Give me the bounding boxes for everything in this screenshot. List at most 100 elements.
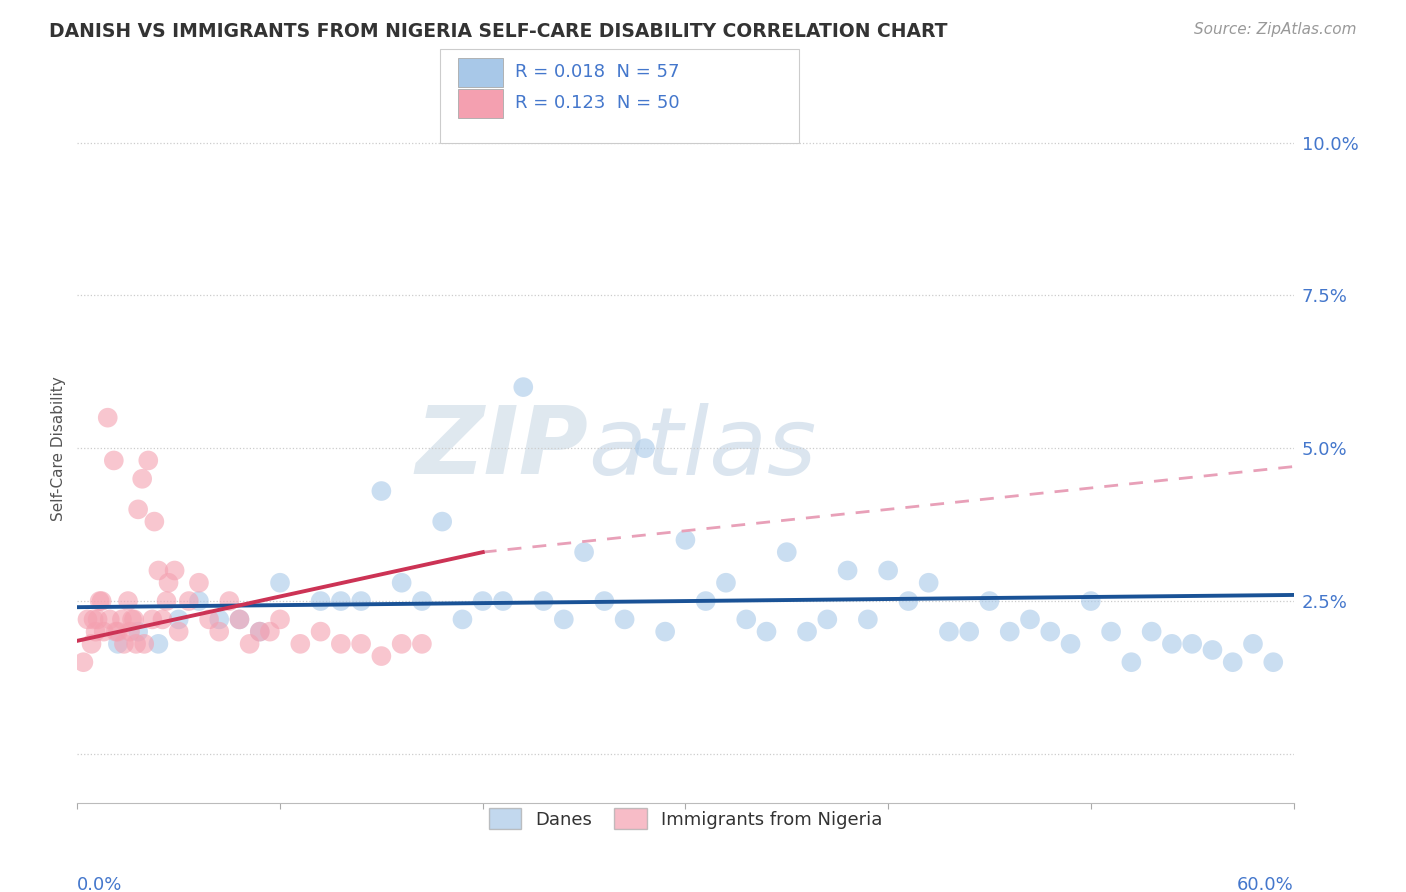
Point xyxy=(163,564,186,578)
Point xyxy=(177,594,200,608)
Point xyxy=(654,624,676,639)
Point xyxy=(188,575,211,590)
Point xyxy=(837,564,859,578)
Point xyxy=(918,575,941,590)
Point xyxy=(1039,624,1062,639)
Point xyxy=(593,594,616,608)
Point xyxy=(127,502,149,516)
Point xyxy=(131,472,153,486)
Point xyxy=(290,637,312,651)
Point xyxy=(411,637,433,651)
Point xyxy=(675,533,697,547)
Point xyxy=(228,612,250,626)
Point xyxy=(1181,637,1204,651)
Point xyxy=(90,594,112,608)
Point xyxy=(1161,637,1184,651)
Point xyxy=(370,483,392,498)
Point xyxy=(430,515,453,529)
Point xyxy=(136,453,159,467)
Point xyxy=(350,637,373,651)
Point xyxy=(125,637,148,651)
Point xyxy=(269,575,291,590)
Point xyxy=(112,637,135,651)
Point xyxy=(269,612,291,626)
Point xyxy=(897,594,920,608)
Y-axis label: Self-Care Disability: Self-Care Disability xyxy=(51,376,66,521)
Point xyxy=(613,612,636,626)
Text: 60.0%: 60.0% xyxy=(1237,876,1294,892)
Point xyxy=(111,612,134,626)
Point xyxy=(86,612,108,626)
Point xyxy=(198,612,221,626)
Point xyxy=(553,612,575,626)
Text: R = 0.123  N = 50: R = 0.123 N = 50 xyxy=(515,95,679,112)
Point xyxy=(167,624,190,639)
Point xyxy=(877,564,900,578)
Point xyxy=(695,594,717,608)
Point xyxy=(755,624,778,639)
Point xyxy=(208,612,231,626)
Point xyxy=(714,575,737,590)
Point xyxy=(350,594,373,608)
Point xyxy=(1121,655,1143,669)
Point xyxy=(104,624,127,639)
Point xyxy=(998,624,1021,639)
Point xyxy=(1080,594,1102,608)
Point xyxy=(471,594,494,608)
Point xyxy=(72,655,94,669)
Point xyxy=(329,637,352,651)
Text: Source: ZipAtlas.com: Source: ZipAtlas.com xyxy=(1194,22,1357,37)
Point xyxy=(167,612,190,626)
Point xyxy=(121,612,143,626)
Text: DANISH VS IMMIGRANTS FROM NIGERIA SELF-CARE DISABILITY CORRELATION CHART: DANISH VS IMMIGRANTS FROM NIGERIA SELF-C… xyxy=(49,22,948,41)
Point xyxy=(1099,624,1122,639)
Point xyxy=(938,624,960,639)
Point xyxy=(134,637,156,651)
Point xyxy=(572,545,595,559)
Point xyxy=(796,624,818,639)
Point xyxy=(152,612,174,626)
Point xyxy=(228,612,250,626)
Point xyxy=(1241,637,1264,651)
Point xyxy=(218,594,240,608)
Legend: Danes, Immigrants from Nigeria: Danes, Immigrants from Nigeria xyxy=(481,801,890,837)
Point xyxy=(141,612,163,626)
Point xyxy=(148,564,170,578)
Point xyxy=(93,624,115,639)
Point xyxy=(451,612,474,626)
Point xyxy=(117,594,139,608)
Point xyxy=(107,624,129,639)
Point xyxy=(776,545,799,559)
Point xyxy=(309,594,332,608)
Point xyxy=(856,612,879,626)
Point xyxy=(391,637,413,651)
Point xyxy=(735,612,758,626)
Point xyxy=(370,649,392,664)
Point xyxy=(107,637,129,651)
Point xyxy=(97,410,120,425)
Point xyxy=(98,612,121,626)
Point xyxy=(249,624,271,639)
Point xyxy=(1263,655,1285,669)
Point xyxy=(157,575,180,590)
Text: 0.0%: 0.0% xyxy=(77,876,122,892)
Point xyxy=(249,624,271,639)
Point xyxy=(815,612,838,626)
Point xyxy=(634,441,657,455)
Point xyxy=(143,515,166,529)
Point xyxy=(1059,637,1081,651)
Point xyxy=(148,637,170,651)
Point xyxy=(76,612,98,626)
Point xyxy=(979,594,1001,608)
Point xyxy=(492,594,515,608)
Point xyxy=(127,624,149,639)
Text: atlas: atlas xyxy=(588,402,817,494)
Point xyxy=(84,624,107,639)
Point xyxy=(122,612,145,626)
Point xyxy=(188,594,211,608)
Point xyxy=(1201,643,1223,657)
Point xyxy=(411,594,433,608)
Point xyxy=(239,637,262,651)
Text: ZIP: ZIP xyxy=(415,402,588,494)
Point xyxy=(957,624,980,639)
